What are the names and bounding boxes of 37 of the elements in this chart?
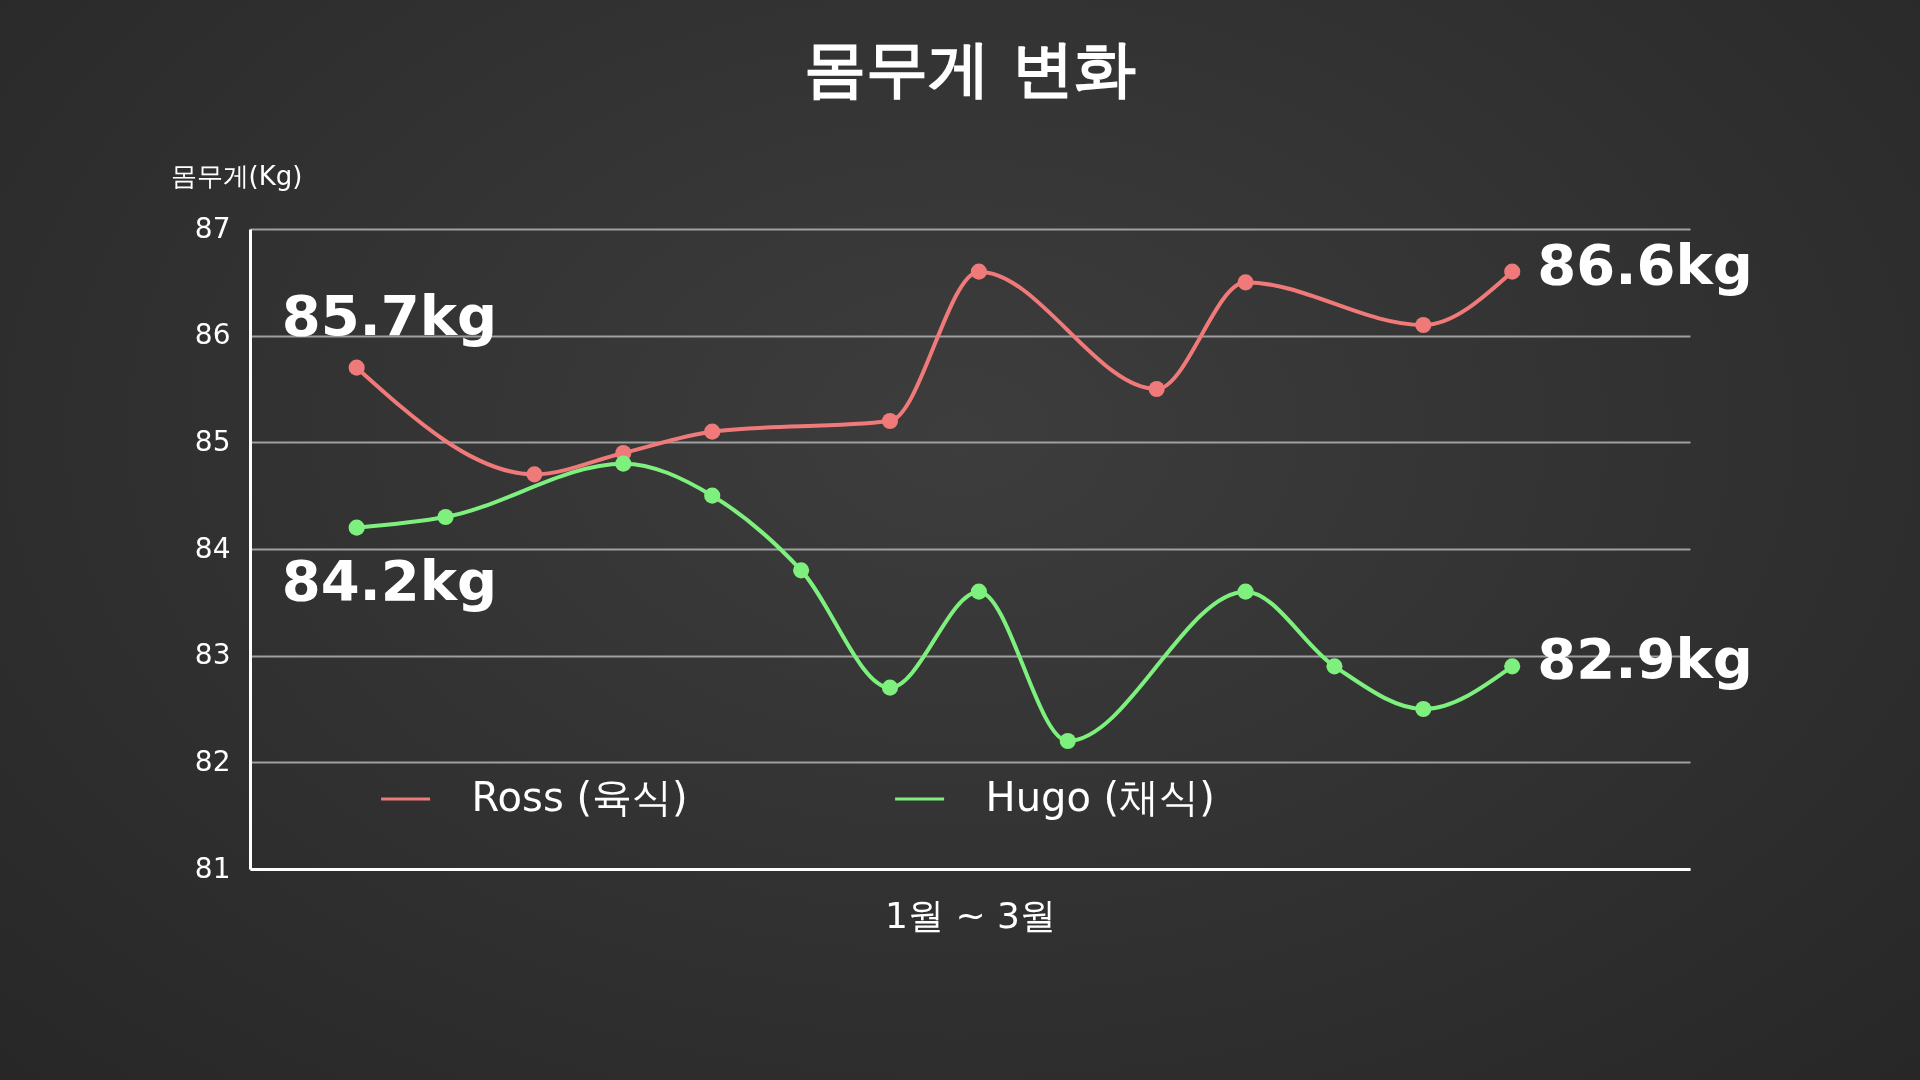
annotation: 82.9kg: [1537, 626, 1753, 692]
point: [437, 508, 454, 526]
point: [970, 263, 987, 280]
point: [1504, 263, 1521, 280]
y-tick-label: 82: [194, 744, 231, 778]
point: [615, 455, 632, 472]
point: [526, 466, 543, 483]
y-tick-label: 87: [194, 211, 231, 245]
chart-title: 몸무게 변화: [804, 32, 1136, 105]
point: [881, 412, 899, 430]
y-tick-label: 83: [194, 638, 231, 672]
point: [970, 583, 987, 600]
point: [1504, 658, 1521, 675]
legend-label: Hugo (채식): [985, 774, 1215, 820]
point: [1059, 732, 1076, 750]
y-tick-label: 81: [194, 851, 231, 885]
y-tick-label: 84: [194, 531, 231, 565]
y-tick-label: 86: [194, 318, 231, 352]
point: [704, 487, 721, 504]
point: [793, 562, 810, 579]
point: [704, 423, 721, 440]
point: [348, 359, 365, 376]
annotation: 85.7kg: [281, 282, 498, 348]
point: [881, 679, 899, 696]
point: [1415, 700, 1432, 718]
point: [1326, 658, 1343, 675]
legend-label: Ross (육식): [471, 774, 688, 820]
annotation: 84.2kg: [281, 547, 498, 613]
y-tick-label: 85: [194, 424, 231, 458]
point: [1237, 583, 1254, 600]
point: [348, 519, 365, 536]
x-axis-title: 1월 ~ 3월: [885, 894, 1056, 936]
point: [1237, 274, 1254, 291]
point: [1148, 380, 1165, 398]
y-axis-title: 몸무게(Kg): [170, 160, 303, 191]
point: [1415, 316, 1432, 334]
annotation: 86.6kg: [1537, 231, 1753, 297]
